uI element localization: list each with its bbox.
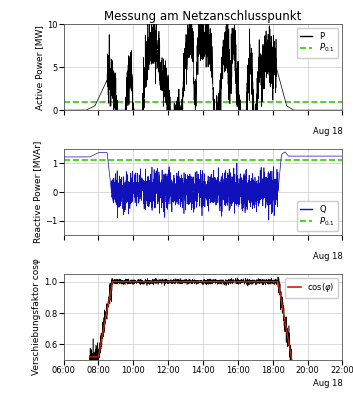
Y-axis label: Active Power [MW]: Active Power [MW] [35, 25, 44, 110]
Text: Aug 18: Aug 18 [313, 252, 342, 261]
Legend: P, $P_{0.1}$: P, $P_{0.1}$ [297, 28, 338, 58]
Legend: Q, $P_{0.1}$: Q, $P_{0.1}$ [297, 202, 338, 231]
Legend: $\cos(\varphi)$: $\cos(\varphi)$ [285, 278, 338, 298]
Text: Aug 18: Aug 18 [313, 127, 342, 136]
Y-axis label: Reactive Power [MVAr]: Reactive Power [MVAr] [33, 141, 42, 243]
Title: Messung am Netzanschlusspunkt: Messung am Netzanschlusspunkt [104, 10, 302, 23]
Y-axis label: Verschiebungsfaktor cosφ: Verschiebungsfaktor cosφ [32, 258, 41, 375]
Text: Aug 18: Aug 18 [313, 380, 342, 388]
